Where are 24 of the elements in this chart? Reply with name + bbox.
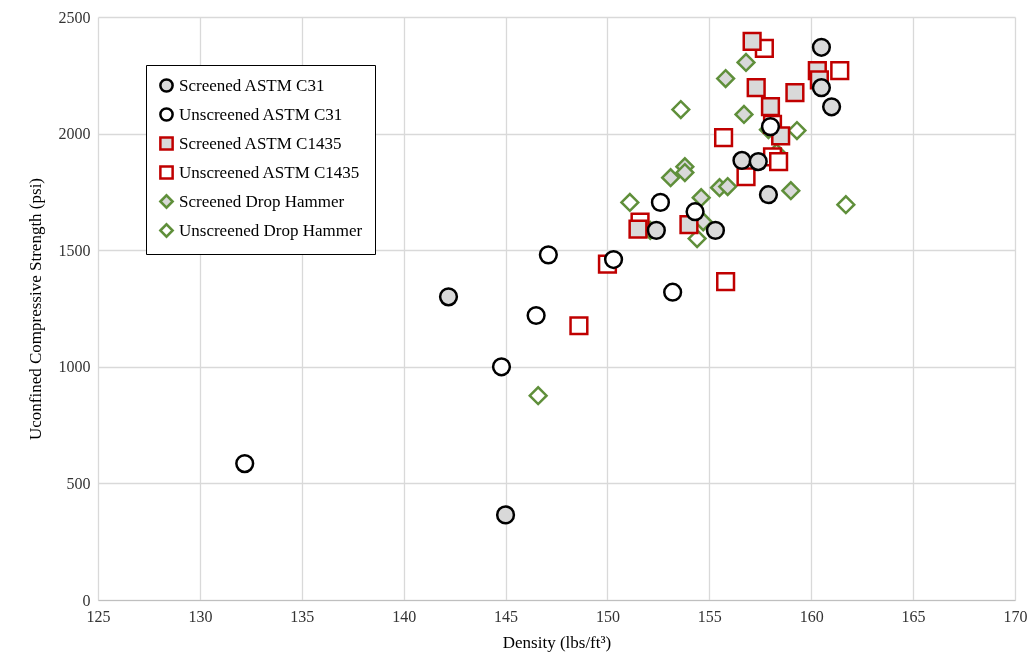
x-tick-label: 140 — [392, 607, 417, 625]
x-tick-label: 125 — [86, 607, 111, 625]
legend-label: Screened ASTM C1435 — [179, 133, 342, 153]
y-tick-label: 1000 — [58, 358, 91, 376]
y-tick-label: 1500 — [58, 241, 91, 259]
y-tick-label: 500 — [66, 474, 91, 492]
x-tick-label: 160 — [799, 607, 824, 625]
legend-label: Unscreened ASTM C1435 — [179, 162, 360, 182]
y-tick-label: 2500 — [58, 8, 91, 26]
x-tick-label: 130 — [188, 607, 213, 625]
legend-label: Screened Drop Hammer — [179, 191, 345, 211]
legend-label: Unscreened ASTM C31 — [179, 104, 343, 124]
legend-label: Screened ASTM C31 — [179, 75, 325, 95]
x-tick-label: 145 — [494, 607, 519, 625]
y-tick-label: 0 — [82, 591, 91, 609]
legend-label: Unscreened Drop Hammer — [179, 220, 363, 240]
x-tick-label: 155 — [697, 607, 722, 625]
y-tick-label: 2000 — [58, 125, 91, 143]
x-tick-label: 150 — [595, 607, 620, 625]
x-tick-label: 165 — [901, 607, 926, 625]
x-tick-label: 170 — [1003, 607, 1028, 625]
y-axis-title: Uconfined Compressive Strength (psi) — [25, 177, 45, 441]
x-axis-title: Density (lbs/ft³) — [502, 632, 612, 652]
x-tick-label: 135 — [290, 607, 315, 625]
